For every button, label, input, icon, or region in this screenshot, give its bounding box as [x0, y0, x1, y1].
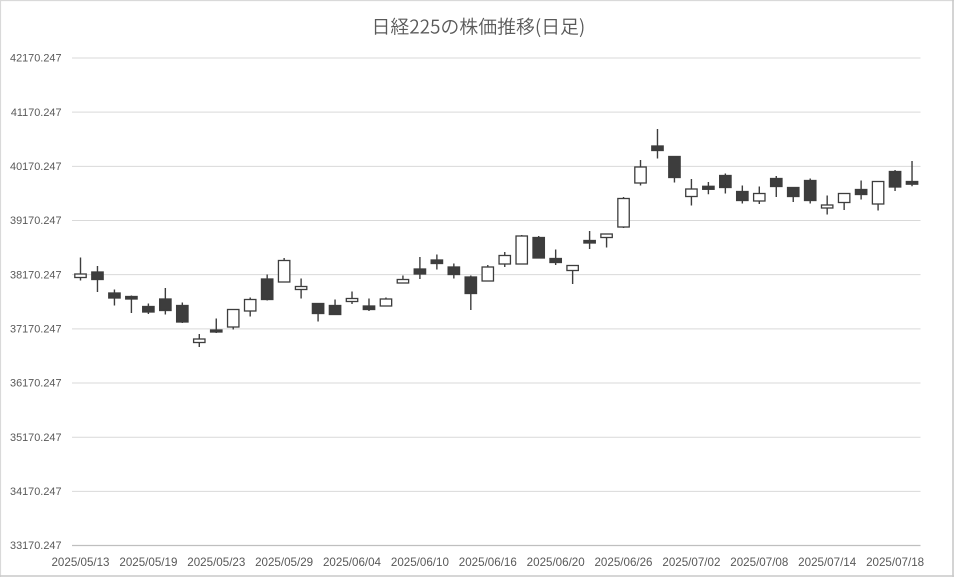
svg-text:33170.247: 33170.247: [10, 540, 61, 552]
svg-text:38170.247: 38170.247: [10, 269, 61, 281]
svg-text:2025/06/26: 2025/06/26: [594, 556, 652, 569]
svg-text:2025/06/16: 2025/06/16: [459, 556, 517, 569]
svg-text:2025/05/13: 2025/05/13: [51, 556, 109, 569]
svg-text:2025/06/20: 2025/06/20: [527, 556, 585, 569]
svg-text:2025/06/04: 2025/06/04: [323, 556, 382, 569]
svg-text:36170.247: 36170.247: [10, 378, 61, 390]
svg-text:2025/07/08: 2025/07/08: [730, 556, 788, 569]
svg-text:2025/07/02: 2025/07/02: [662, 556, 720, 569]
svg-text:39170.247: 39170.247: [10, 215, 61, 227]
svg-text:2025/07/18: 2025/07/18: [866, 556, 924, 569]
svg-text:2025/05/23: 2025/05/23: [187, 556, 245, 569]
svg-text:2025/05/29: 2025/05/29: [255, 556, 313, 569]
svg-text:41170.247: 41170.247: [11, 107, 62, 119]
svg-text:37170.247: 37170.247: [10, 324, 61, 336]
svg-text:40170.247: 40170.247: [10, 161, 61, 173]
svg-text:2025/05/19: 2025/05/19: [119, 556, 177, 569]
svg-text:42170.247: 42170.247: [10, 53, 61, 65]
svg-text:34170.247: 34170.247: [10, 486, 61, 498]
svg-text:2025/06/10: 2025/06/10: [391, 556, 449, 569]
svg-text:35170.247: 35170.247: [10, 432, 61, 444]
svg-text:2025/07/14: 2025/07/14: [798, 556, 857, 569]
